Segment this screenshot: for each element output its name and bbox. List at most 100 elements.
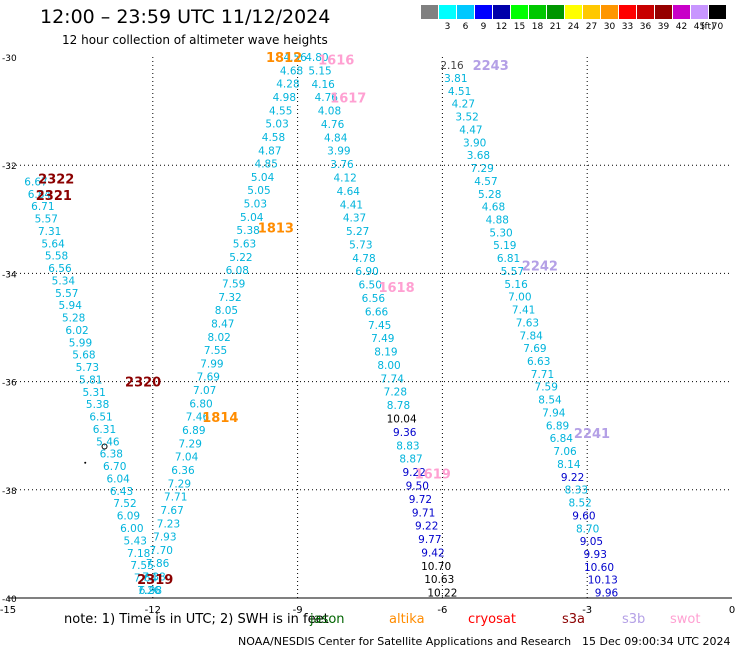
wave-height-value: 5.28	[62, 313, 85, 325]
wave-height-value: 9.22	[402, 467, 425, 479]
wave-height-value: 6.38	[100, 449, 123, 461]
pass-label: 2241	[574, 427, 610, 442]
wave-height-value: 9.72	[409, 494, 432, 506]
wave-height-value: 4.27	[452, 99, 475, 111]
wave-height-value: 7.71	[164, 492, 187, 504]
wave-height-value: 7.04	[175, 452, 199, 464]
wave-height-value: 6.84	[28, 189, 52, 201]
color-scale-swatch	[583, 5, 600, 19]
wave-height-value: 6.00	[120, 523, 143, 535]
x-tick-label: -3	[582, 605, 592, 616]
wave-height-value: 4.68	[280, 65, 303, 77]
wave-height-value: 5.73	[76, 362, 99, 374]
wave-height-value: 4.41	[340, 199, 363, 211]
wave-height-value: 9.36	[393, 427, 417, 439]
pass-label: 2320	[125, 376, 161, 391]
wave-height-value: 7.55	[204, 345, 227, 357]
wave-height-value: 9.60	[572, 510, 595, 522]
color-scale-swatch	[637, 5, 654, 19]
wave-height-value: 7.23	[157, 518, 180, 530]
color-scale-label: 45	[693, 22, 706, 32]
color-scale-swatch	[673, 5, 690, 19]
wave-height-value: 5.81	[79, 374, 102, 386]
color-scale-label: 3	[444, 22, 451, 32]
wave-height-value: 4.64	[337, 186, 361, 198]
wave-height-value: 4.57	[474, 176, 497, 188]
wave-height-value: 7.26	[137, 585, 161, 597]
wave-height-value: 7.32	[218, 292, 241, 304]
wave-height-value: 7.99	[200, 358, 223, 370]
wave-height-value: 4.85	[255, 159, 278, 171]
wave-height-value: 10.13	[588, 575, 618, 587]
footer-credit: NOAA/NESDIS Center for Satellite Applica…	[238, 635, 572, 648]
island-marker	[101, 443, 108, 450]
wave-height-value: 8.02	[207, 332, 230, 344]
wave-height-value: 3.76	[330, 159, 354, 171]
wave-height-value: 8.05	[215, 305, 238, 317]
wave-height-value: 4.37	[343, 213, 366, 225]
wave-height-value: 5.16	[504, 279, 528, 291]
pass-label: 2319	[137, 573, 173, 588]
wave-height-value: 9.42	[421, 547, 444, 559]
wave-height-value: 4.58	[262, 132, 285, 144]
color-scale-swatch	[439, 5, 456, 19]
wave-height-value: 7.59	[535, 382, 558, 394]
wave-height-value: 3.52	[455, 112, 478, 124]
wave-height-value: 4.08	[318, 106, 341, 118]
wave-height-value: 10.04	[387, 414, 417, 426]
wave-height-value: 6.36	[171, 465, 195, 477]
legend-satellite-cryosat: cryosat	[468, 612, 516, 627]
pass-label: 2321	[36, 189, 72, 204]
wave-height-value: 7.29	[168, 478, 191, 490]
wave-height-value: 6.89	[546, 420, 569, 432]
wave-height-value: 5.58	[45, 251, 68, 263]
wave-height-value: 4.98	[273, 92, 296, 104]
wave-height-value: 6.98	[139, 585, 162, 597]
color-scale-swatch	[619, 5, 636, 19]
wave-height-value: 9.22	[561, 472, 584, 484]
wave-height-value: 7.07	[193, 385, 216, 397]
wave-height-value: 7.63	[516, 317, 539, 329]
wave-height-value: 5.63	[233, 239, 256, 251]
wave-height-value: 7.41	[512, 305, 535, 317]
x-tick-label: -12	[145, 605, 161, 616]
y-tick-label: -32	[2, 162, 17, 172]
wave-height-value: 5.43	[124, 535, 147, 547]
wave-height-value: 6.09	[117, 511, 140, 523]
wave-height-value: 8.54	[538, 395, 562, 407]
wave-height-value: 6.56	[48, 263, 72, 275]
wave-height-value: 5.73	[349, 239, 372, 251]
wave-height-value: 5.57	[55, 288, 78, 300]
wave-height-value: 7.00	[508, 292, 531, 304]
wave-height-value: 7.71	[531, 369, 554, 381]
x-tick-label: -9	[293, 605, 303, 616]
legend-satellite-altika: altika	[389, 612, 425, 627]
wave-height-value: 8.00	[377, 360, 400, 372]
color-scale-swatch	[475, 5, 492, 19]
wave-height-value: 10.60	[584, 562, 614, 574]
wave-height-value: 9.22	[415, 521, 438, 533]
wave-height-value: 6.56	[362, 293, 386, 305]
wave-height-value: 8.47	[211, 318, 234, 330]
legend-satellite-swot: swot	[670, 612, 701, 627]
wave-height-value: 7.70	[150, 545, 173, 557]
color-scale-label: 39	[657, 22, 670, 32]
wave-height-value: 5.57	[501, 266, 524, 278]
legend-satellite-jason: jason	[310, 612, 345, 627]
wave-height-value: 5.99	[69, 337, 92, 349]
color-scale-swatch	[655, 5, 672, 19]
wave-height-value: 5.30	[489, 227, 512, 239]
wave-height-value: 7.94	[542, 407, 566, 419]
x-tick-label: -15	[0, 605, 16, 616]
wave-height-value: 4.68	[482, 202, 505, 214]
color-scale-label: 42	[675, 22, 688, 32]
wave-height-value: 6.63	[527, 356, 550, 368]
wave-height-value: 7.38	[142, 572, 165, 584]
wave-height-value: 8.52	[568, 498, 591, 510]
wave-height-value: 4.87	[258, 145, 281, 157]
pass-label: 2242	[522, 259, 558, 274]
pass-label: 1812	[266, 51, 302, 66]
note-row: note: 1) Time is in UTC; 2) SWH is in fe…	[0, 612, 740, 632]
